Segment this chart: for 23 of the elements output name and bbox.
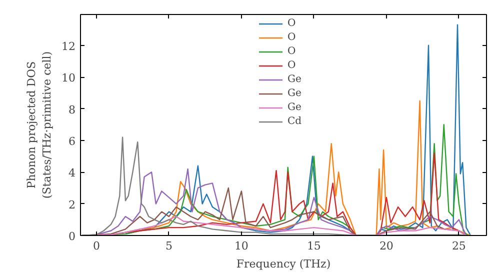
- x-tick-label: 5: [165, 240, 172, 252]
- y-tick-label: 8: [68, 103, 76, 116]
- legend-label: O: [288, 46, 297, 57]
- legend-label: Ge: [288, 102, 302, 113]
- legend-label: Ge: [288, 74, 302, 85]
- legend-label: Ge: [288, 88, 302, 99]
- legend-label: O: [288, 32, 297, 43]
- y-tick-label: 2: [68, 198, 76, 212]
- y-axis-title: Phonon projected DOS (States/THz·primitive cell): [24, 51, 54, 199]
- x-axis-title: Frequency (THz): [236, 258, 331, 270]
- x-tick-label: 15: [306, 240, 321, 252]
- x-tick-label: 0: [92, 240, 100, 252]
- y-tick-label: 10: [62, 72, 76, 85]
- legend-label: Cd: [288, 116, 303, 127]
- x-tick-label: 20: [379, 240, 394, 252]
- x-tick-label: 25: [452, 240, 466, 252]
- legend-label: O: [288, 60, 297, 71]
- y-tick-label: 12: [62, 40, 76, 53]
- y-tick-label: 6: [68, 134, 76, 148]
- x-tick-label: 10: [234, 240, 248, 252]
- legend-label: O: [288, 18, 297, 29]
- y-tick-label: 4: [68, 166, 76, 180]
- y-tick-label: 0: [68, 230, 76, 243]
